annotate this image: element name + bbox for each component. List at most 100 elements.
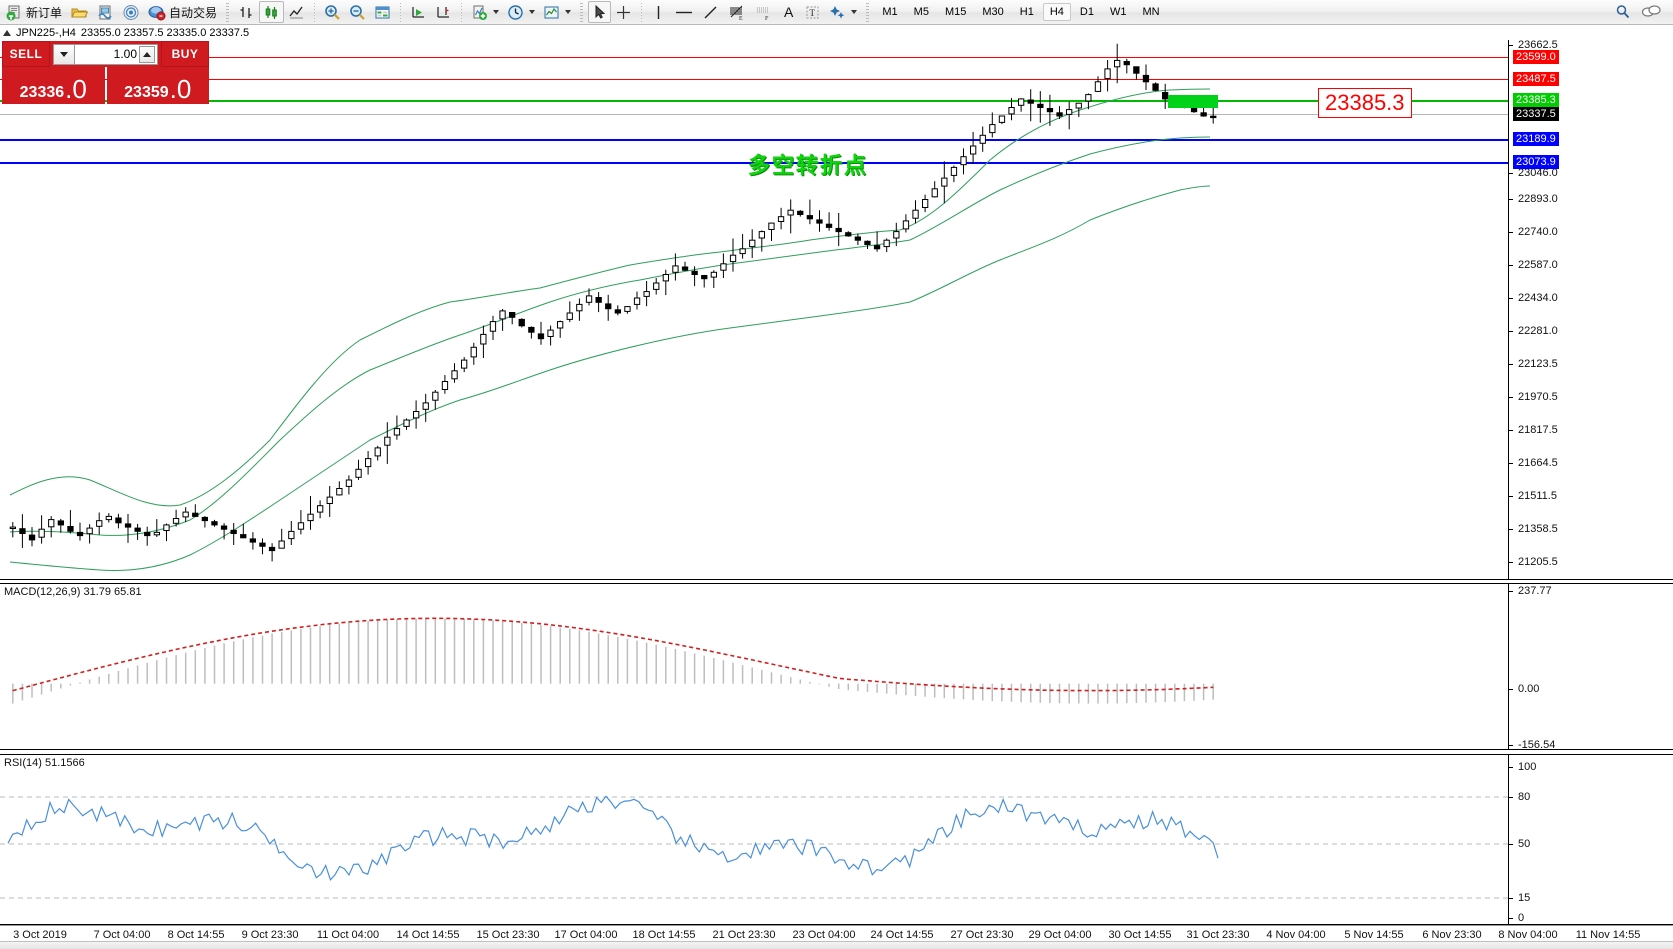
period-button[interactable] (503, 1, 539, 23)
indicators-button[interactable] (467, 1, 503, 23)
search-icon[interactable] (1615, 4, 1631, 20)
candlestick-icon (263, 4, 280, 21)
cursor-button[interactable] (588, 1, 612, 23)
new-order-button[interactable]: 新订单 (2, 1, 66, 23)
volume-input[interactable]: 1.00 (75, 43, 158, 65)
line-chart-button[interactable] (284, 1, 309, 23)
candlestick-button[interactable] (259, 1, 285, 23)
equidistant-channel-button[interactable]: F (750, 1, 777, 23)
macd-plot[interactable] (0, 584, 1508, 749)
timeframe-m15[interactable]: M15 (944, 6, 967, 18)
x-tick: 30 Oct 14:55 (1108, 929, 1172, 941)
price-pane[interactable]: 多空转折点 23385.3 23662.5 23046.0 22893.0 22… (0, 39, 1673, 580)
horizontal-line-button[interactable] (670, 1, 698, 23)
main-toolbar: 新订单 (0, 0, 1673, 25)
timeframe-mn[interactable]: MN (1142, 6, 1160, 18)
grid-button[interactable] (370, 1, 395, 23)
price-plot[interactable]: 多空转折点 23385.3 (0, 40, 1508, 579)
timeframe-m1[interactable]: M1 (882, 6, 898, 18)
sell-price[interactable]: 23336 .0 (2, 67, 105, 104)
fibonacci-button[interactable]: E (723, 1, 750, 23)
cursor-icon (592, 4, 607, 21)
level-label-23073[interactable]: 23073.9 (1513, 155, 1559, 169)
grid-icon (374, 4, 391, 21)
chevron-down-icon[interactable] (493, 10, 500, 14)
y-tick: 21511.5 (1509, 490, 1557, 502)
level-label-23189[interactable]: 23189.9 (1513, 132, 1559, 146)
x-tick: 15 Oct 23:30 (476, 929, 540, 941)
x-tick: 29 Oct 04:00 (1028, 929, 1092, 941)
signal-button[interactable] (118, 1, 144, 23)
shapes-button[interactable] (825, 1, 861, 23)
rsi-pane[interactable]: RSI(14) 51.1566 100 80 50 15 0 (0, 754, 1673, 925)
x-tick: 27 Oct 23:30 (950, 929, 1014, 941)
x-tick: 8 Oct 14:55 (167, 929, 225, 941)
timeframe-d1[interactable]: D1 (1079, 6, 1094, 18)
zoom-in-button[interactable] (320, 1, 345, 23)
profile-button[interactable] (92, 1, 118, 23)
y-tick: 21358.5 (1509, 523, 1558, 535)
bar-chart-button[interactable] (234, 1, 259, 23)
y-tick: 23046.0 (1509, 167, 1558, 179)
volume-dropdown-button[interactable] (53, 43, 75, 65)
svg-text:E: E (739, 16, 743, 21)
y-tick: 23662.5 (1509, 39, 1558, 51)
chevron-down-icon[interactable] (565, 10, 572, 14)
chevron-down-icon[interactable] (851, 10, 858, 14)
text-button[interactable]: A (777, 1, 800, 23)
y-tick: 21664.5 (1509, 457, 1558, 469)
buy-price-integer: 23359 (124, 84, 169, 101)
level-line-23599[interactable] (0, 57, 1508, 58)
x-tick: 21 Oct 23:30 (712, 929, 776, 941)
templates-button[interactable] (539, 1, 575, 23)
level-line-23073[interactable] (0, 162, 1508, 164)
volume-control[interactable]: 1.00 (50, 41, 161, 67)
macd-y-axis: 237.77 0.00 -156.54 (1508, 584, 1673, 751)
level-label-23385[interactable]: 23385.3 (1513, 93, 1559, 107)
timeframe-m5[interactable]: M5 (913, 6, 929, 18)
buy-button[interactable]: BUY (161, 41, 209, 67)
y-tick: 237.77 (1509, 585, 1552, 597)
zoom-out-button[interactable] (345, 1, 370, 23)
macd-pane[interactable]: MACD(12,26,9) 31.79 65.81 237.77 0.00 -1… (0, 583, 1673, 751)
price-y-axis[interactable]: 23662.5 23046.0 22893.0 22740.0 22587.0 … (1508, 39, 1673, 579)
level-line-23189[interactable] (0, 139, 1508, 141)
collapse-triangle-icon[interactable] (3, 29, 11, 36)
price-tag-label[interactable]: 23385.3 (1318, 88, 1412, 118)
one-click-trading-panel[interactable]: SELL 1.00 BUY 23336 .0 23359 (2, 41, 209, 104)
buy-price[interactable]: 23359 .0 (106, 67, 209, 104)
volume-value: 1.00 (113, 47, 137, 61)
timeframe-h1[interactable]: H1 (1019, 6, 1034, 18)
symbol-info-line: JPN225-,H4 23355.0 23357.5 23335.0 23337… (0, 26, 1673, 39)
crosshair-button[interactable] (611, 1, 636, 23)
level-label-23487[interactable]: 23487.5 (1513, 72, 1559, 86)
vertical-line-button[interactable] (647, 1, 670, 23)
x-tick: 14 Oct 14:55 (396, 929, 460, 941)
level-line-23487[interactable] (0, 79, 1508, 80)
toolbar-separator (580, 2, 584, 22)
timeframe-h4[interactable]: H4 (1042, 3, 1071, 21)
x-tick: 17 Oct 04:00 (554, 929, 618, 941)
volume-stepper-up[interactable] (139, 45, 155, 63)
profile-icon (96, 4, 114, 21)
level-line-23385[interactable] (0, 100, 1508, 102)
chart-shift-button[interactable] (431, 1, 456, 23)
chat-icon[interactable] (1641, 4, 1661, 20)
level-label-23599[interactable]: 23599.0 (1513, 50, 1559, 64)
chart-annotation-text[interactable]: 多空转折点 (748, 154, 869, 179)
x-tick: 7 Oct 04:00 (93, 929, 151, 941)
autoscroll-button[interactable] (406, 1, 431, 23)
vline-icon (651, 4, 666, 21)
auto-trading-button[interactable]: 自动交易 (144, 1, 221, 23)
chevron-down-icon[interactable] (529, 10, 536, 14)
rsi-plot[interactable] (0, 755, 1508, 924)
sell-button[interactable]: SELL (2, 41, 50, 67)
position-rectangle-marker[interactable] (1168, 95, 1218, 108)
timeframe-m30[interactable]: M30 (982, 6, 1004, 18)
label-button[interactable]: T (800, 1, 825, 23)
indicators-icon (471, 4, 488, 21)
x-tick: 11 Nov 14:55 (1575, 929, 1641, 941)
timeframe-w1[interactable]: W1 (1109, 6, 1127, 18)
trendline-button[interactable] (698, 1, 723, 23)
folder-button[interactable] (66, 1, 92, 23)
